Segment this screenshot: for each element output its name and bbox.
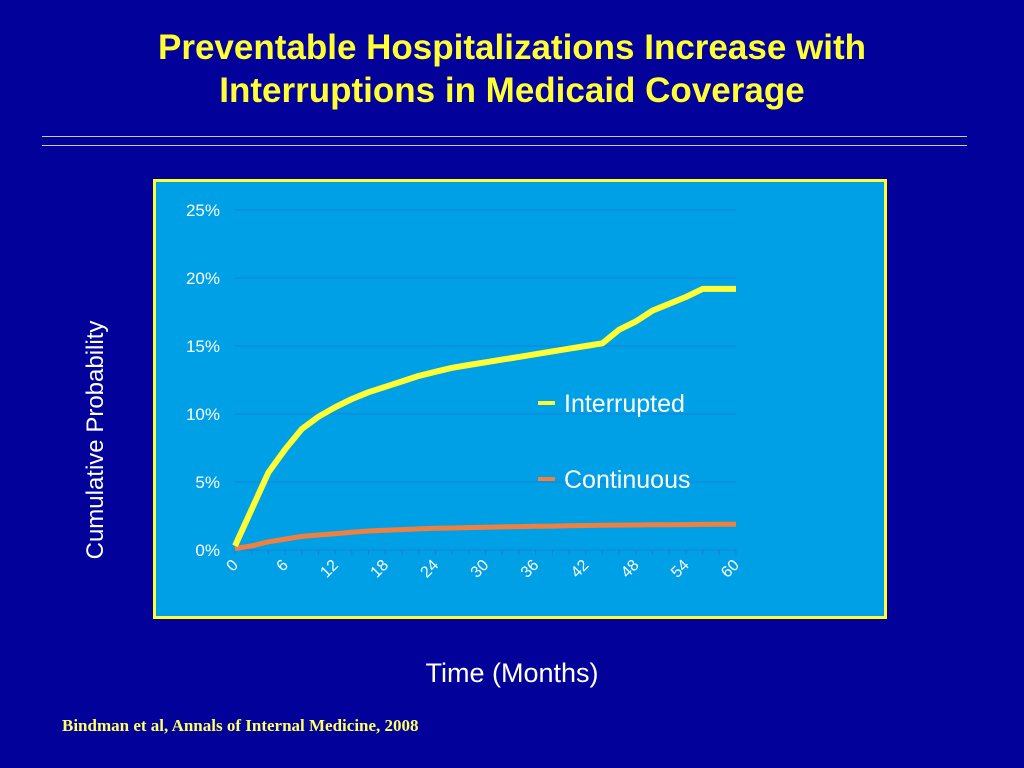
- x-tick-label: 6: [274, 557, 292, 575]
- title-divider-top: [42, 136, 967, 137]
- x-tick-label: 30: [468, 557, 493, 582]
- plot-frame: 0% 5% 10% 15% 20% 25% 0 6 12 18 24 30 36 42 48 54 60 Int…: [153, 179, 887, 619]
- x-tick-label: 18: [368, 557, 393, 582]
- line-chart: 0% 5% 10% 15% 20% 25% 0 6 12 18 24 30 36 42 48 54 60: [186, 201, 743, 582]
- legend-swatch-continuous: [538, 477, 555, 482]
- slide-title: Preventable Hospitalizations Increase wi…: [0, 26, 1024, 112]
- x-tick-label: 24: [418, 557, 443, 582]
- slide-title-line-2: Interruptions in Medicaid Coverage: [219, 71, 805, 110]
- legend-label-interrupted: Interrupted: [564, 390, 685, 418]
- x-tick-label: 0: [224, 557, 242, 575]
- y-tick-label: 25%: [186, 201, 220, 220]
- y-tick-label: 0%: [195, 541, 220, 560]
- x-tick-label: 42: [568, 557, 593, 582]
- legend-swatch-interrupted: [538, 401, 555, 406]
- series-line-continuous: [234, 521, 737, 552]
- x-tick-label: 60: [718, 557, 743, 582]
- y-tick-label: 5%: [195, 473, 220, 492]
- y-tick-label: 15%: [186, 337, 220, 356]
- legend-item-interrupted: Interrupted: [538, 389, 685, 419]
- slide-title-line-1: Preventable Hospitalizations Increase wi…: [158, 28, 866, 67]
- x-tick-label: 12: [317, 557, 342, 582]
- series-line-interrupted: [232, 285, 736, 548]
- y-tick-label: 10%: [186, 405, 220, 424]
- citation: Bindman et al, Annals of Internal Medici…: [62, 716, 419, 735]
- legend-item-continuous: Continuous: [538, 465, 690, 495]
- x-axis-title: Time (Months): [425, 658, 599, 688]
- title-divider-bottom: [42, 145, 967, 146]
- legend-label-continuous: Continuous: [564, 466, 691, 494]
- y-tick-label: 20%: [186, 269, 220, 288]
- x-tick-label: 54: [668, 557, 693, 582]
- x-tick-label: 48: [618, 557, 643, 582]
- y-axis-title: Cumulative Probability: [82, 320, 109, 560]
- x-tick-label: 36: [518, 557, 543, 582]
